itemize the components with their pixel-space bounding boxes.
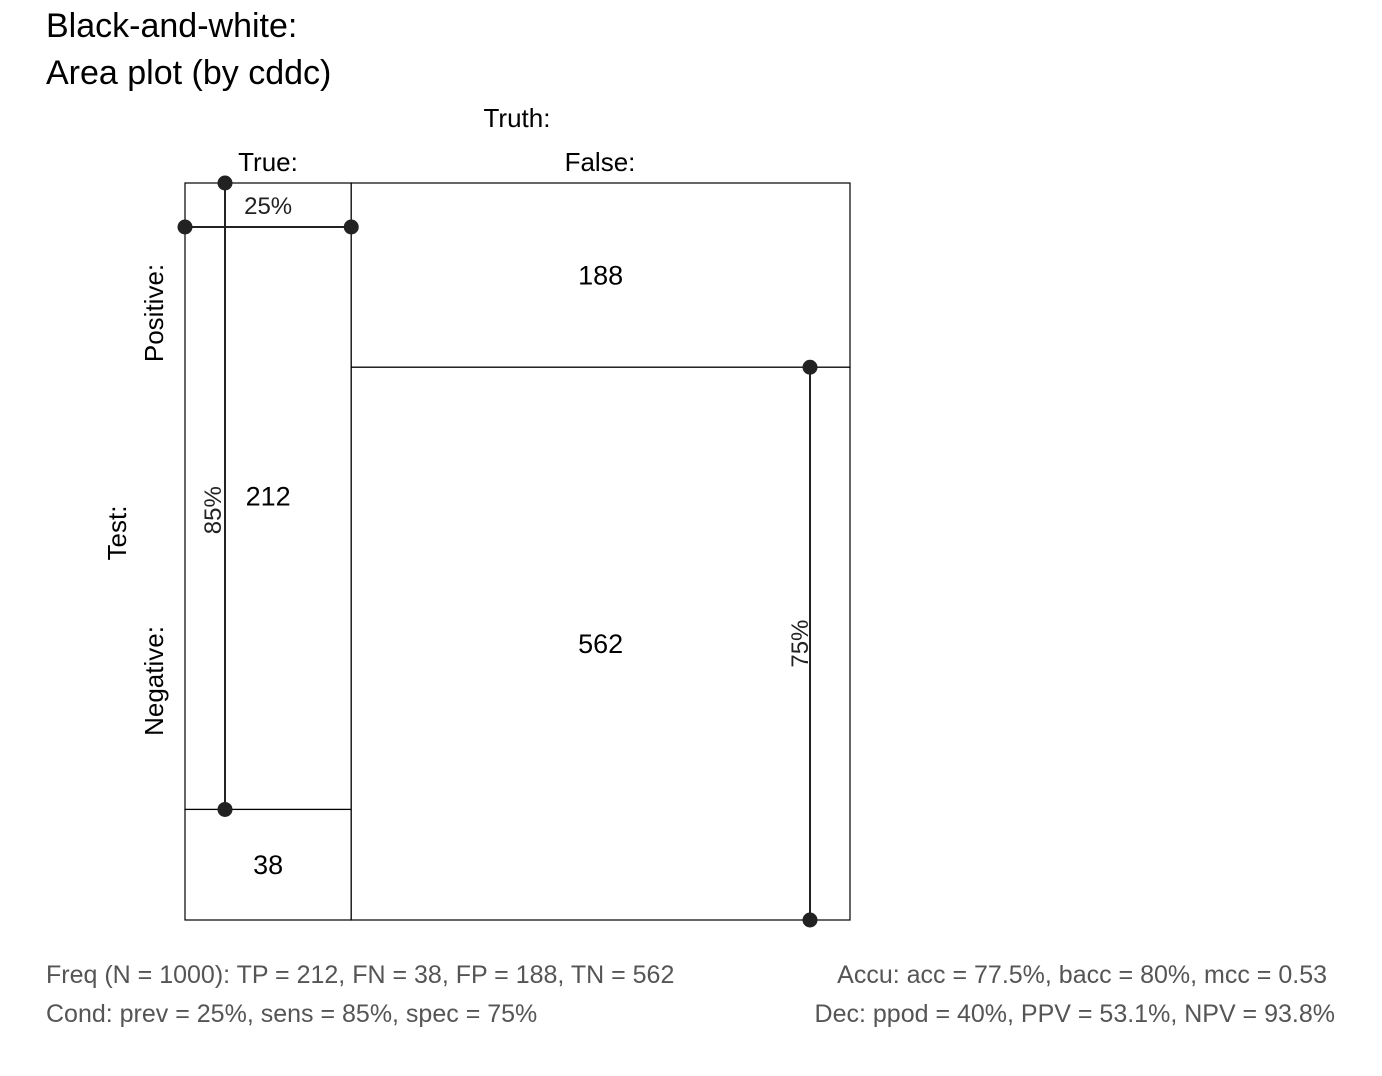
cell-true-negative: [350, 366, 851, 921]
footer-cond: Cond: prev = 25%, sens = 85%, spec = 75%: [46, 1000, 537, 1028]
footer-accu: Accu: acc = 77.5%, bacc = 80%, mcc = 0.5…: [837, 961, 1327, 989]
footer-dec: Dec: ppod = 40%, PPV = 53.1%, NPV = 93.8…: [815, 1000, 1335, 1028]
truth-true-label: True:: [238, 147, 298, 177]
specificity-label: 75%: [787, 620, 814, 668]
specificity-ruler-end-dot: [802, 912, 818, 928]
sensitivity-ruler-end-dot: [217, 801, 233, 817]
prevalence-ruler-start-dot: [177, 219, 193, 235]
cell-false-negative: [184, 808, 352, 921]
prevalence-label: 25%: [244, 193, 292, 220]
count-false-negative: 38: [253, 850, 283, 880]
title-line-2: Area plot (by cddc): [46, 54, 331, 92]
sensitivity-ruler-start-dot: [217, 175, 233, 191]
prevalence-ruler-end-dot: [343, 219, 359, 235]
footer-freq: Freq (N = 1000): TP = 212, FN = 38, FP =…: [46, 961, 674, 989]
title-line-1: Black-and-white:: [46, 7, 297, 45]
cell-false-positive: [350, 182, 851, 368]
specificity-ruler-start-dot: [802, 359, 818, 375]
count-true-positive: 212: [246, 481, 291, 511]
cell-true-positive: [184, 182, 352, 811]
truth-false-label: False:: [565, 147, 636, 177]
test-positive-label: Positive:: [139, 264, 169, 362]
test-label: Test:: [102, 506, 132, 561]
truth-label: Truth:: [484, 103, 551, 133]
count-false-positive: 188: [578, 260, 623, 290]
test-negative-label: Negative:: [139, 626, 169, 736]
sensitivity-label: 85%: [200, 486, 227, 534]
count-true-negative: 562: [578, 629, 623, 659]
